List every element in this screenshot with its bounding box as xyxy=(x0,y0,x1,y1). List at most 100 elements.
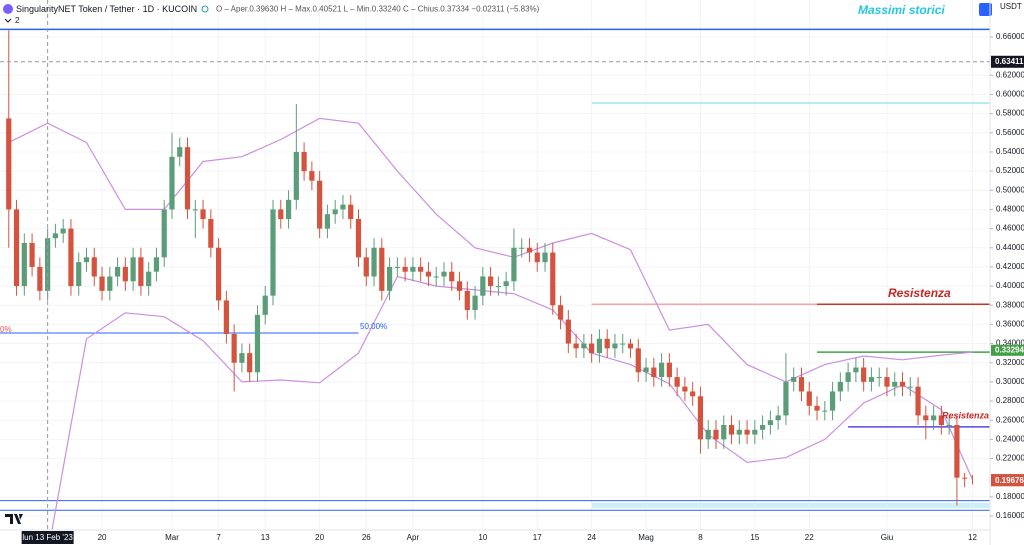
candle-body xyxy=(853,367,859,373)
y-tick-label: 0.36000 xyxy=(996,320,1024,329)
candle-body xyxy=(21,242,27,287)
candle-body xyxy=(868,377,875,382)
candle-body xyxy=(907,386,913,388)
candle-body xyxy=(402,266,408,272)
x-tick-label: 12 xyxy=(968,533,977,542)
chart-title: SingularityNET Token / Tether · 1D · KUC… xyxy=(16,4,197,14)
y-tick-label: 0.34000 xyxy=(996,339,1024,348)
candle-body xyxy=(674,377,680,387)
candle-body xyxy=(52,233,59,239)
candle-body xyxy=(705,429,711,440)
y-tick-label: 0.22000 xyxy=(996,454,1024,463)
candle-body xyxy=(293,151,299,200)
candle-body xyxy=(386,266,393,291)
crosshair-price: 0.63411 xyxy=(995,57,1024,66)
candle-body xyxy=(107,276,113,291)
candle-body xyxy=(728,424,735,435)
candle-body xyxy=(798,377,805,392)
candle-body xyxy=(829,391,836,411)
candle-body xyxy=(666,362,672,378)
candle-body xyxy=(472,295,478,311)
candle-body xyxy=(6,118,12,210)
candle-body xyxy=(169,156,175,210)
y-tick-label: 0.40000 xyxy=(996,281,1024,290)
candle-body xyxy=(806,391,812,406)
candle-body xyxy=(278,209,284,220)
candle-body xyxy=(231,333,237,363)
candle-body xyxy=(45,238,51,291)
settings-button[interactable] xyxy=(979,3,992,16)
candle-body xyxy=(91,257,97,277)
candle-body xyxy=(223,300,229,334)
candle-body xyxy=(721,424,727,440)
crosshair xyxy=(0,0,990,530)
candle-body xyxy=(285,199,292,220)
currency[interactable]: USDT xyxy=(1000,2,1022,11)
candle-body xyxy=(899,381,906,387)
candle-body xyxy=(682,386,688,392)
crosshair-date-box xyxy=(21,531,74,544)
candle-body xyxy=(340,204,346,210)
candle-body xyxy=(612,343,618,349)
candle-body xyxy=(876,377,882,379)
candle-body xyxy=(83,257,90,263)
candle-body xyxy=(13,209,20,287)
x-tick-label: Mar xyxy=(165,533,179,542)
candle-body xyxy=(138,257,144,287)
x-tick-label: Apr xyxy=(407,533,420,542)
candle-body xyxy=(29,242,35,267)
y-tick-label: 0.44000 xyxy=(996,243,1024,252)
candle-body xyxy=(542,252,548,263)
candle-body xyxy=(317,180,323,229)
y-tick-label: 0.56000 xyxy=(996,128,1024,137)
candle-body xyxy=(37,266,43,291)
candle-body xyxy=(68,228,74,287)
candle-body xyxy=(744,429,750,435)
y-tick-label: 0.26000 xyxy=(996,415,1024,424)
candle-body xyxy=(791,377,797,382)
y-tick-label: 0.24000 xyxy=(996,434,1024,443)
candle-body xyxy=(658,362,665,378)
candle-body xyxy=(845,372,851,382)
candle-body xyxy=(861,367,867,382)
y-tick-label: 0.46000 xyxy=(996,224,1024,233)
y-tick-label: 0.18000 xyxy=(996,492,1024,501)
candle-body xyxy=(464,290,470,311)
price-label-box xyxy=(991,475,1024,487)
candle-body xyxy=(177,147,183,157)
y-tick-label: 0.60000 xyxy=(996,90,1024,99)
candle-body xyxy=(480,276,486,296)
candle-body xyxy=(425,271,432,277)
candle-body xyxy=(814,405,820,411)
x-tick-label: 7 xyxy=(216,533,221,542)
candles xyxy=(6,30,973,506)
candle-body xyxy=(581,343,587,349)
candle-body xyxy=(309,171,315,181)
candle-body xyxy=(418,266,424,272)
candle-body xyxy=(99,276,105,291)
candle-body xyxy=(884,377,890,387)
y-tick-label: 0.48000 xyxy=(996,205,1024,214)
collapse-icon[interactable] xyxy=(4,18,12,23)
candle-body xyxy=(76,262,82,287)
candle-body xyxy=(192,209,198,211)
candle-body xyxy=(332,209,338,215)
candle-body xyxy=(938,415,944,425)
candle-body xyxy=(713,429,719,440)
candle-body xyxy=(892,381,898,387)
x-tick-label: 13 xyxy=(261,533,270,542)
x-tick-label: 8 xyxy=(698,533,703,542)
candle-body xyxy=(511,247,517,282)
candle-body xyxy=(216,247,222,301)
levels xyxy=(0,28,990,511)
candle-body xyxy=(550,252,556,306)
candle-body xyxy=(596,338,603,354)
candle-body xyxy=(923,415,929,421)
y-tick-label: 0.54000 xyxy=(996,147,1024,156)
x-tick-label: 20 xyxy=(98,533,107,542)
candle-body xyxy=(775,415,781,421)
status-dot xyxy=(201,5,209,13)
price-label: 0.33294 xyxy=(995,345,1024,354)
candle-body xyxy=(146,271,152,287)
